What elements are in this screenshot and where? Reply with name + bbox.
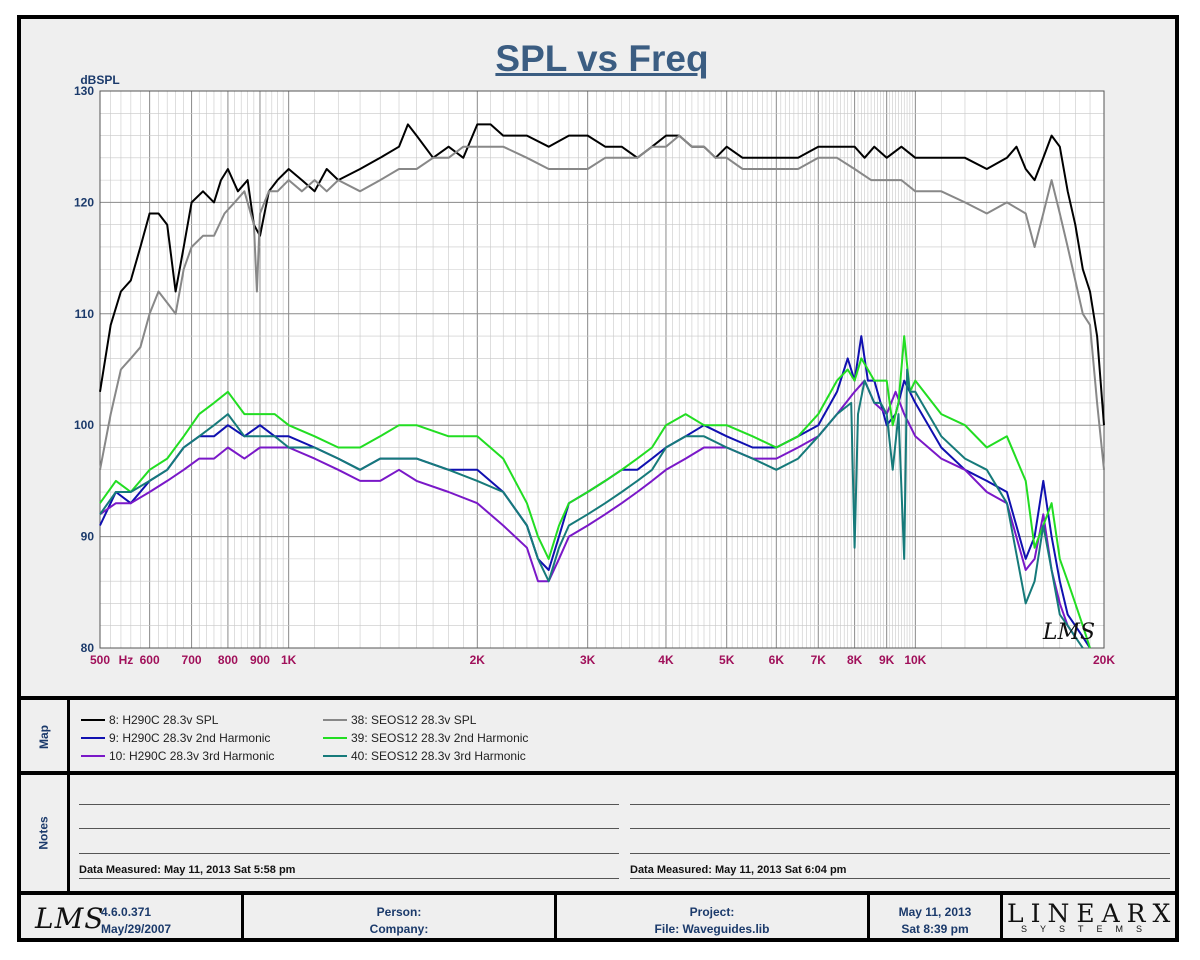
- x-tick-label: 800: [218, 653, 238, 667]
- footer-divider: [554, 895, 557, 942]
- notes-label-box: Notes: [21, 775, 67, 891]
- legend-item: 10: H290C 28.3v 3rd Harmonic: [81, 749, 274, 763]
- legend-text: 39: SEOS12 28.3v 2nd Harmonic: [351, 731, 529, 745]
- x-tick-label: 10K: [904, 653, 926, 667]
- linearx-brand: LINEARX: [1007, 899, 1178, 928]
- notes-line: [79, 828, 619, 829]
- y-tick-label: 110: [75, 307, 95, 321]
- plot-border: [99, 90, 1105, 649]
- divider-top: [21, 696, 1175, 700]
- footer-time: Sat 8:39 pm: [901, 922, 969, 936]
- legend-divider: [67, 700, 70, 774]
- series-line: [99, 368, 1084, 649]
- version-cell: 4.6.0.371 May/29/2007: [101, 895, 241, 952]
- measured-left: Data Measured: May 11, 2013 Sat 5:58 pm: [79, 864, 296, 876]
- y-tick-label: 120: [74, 195, 94, 209]
- date-cell: May 11, 2013 Sat 8:39 pm: [870, 895, 1000, 952]
- legend-text: 40: SEOS12 28.3v 3rd Harmonic: [351, 749, 526, 763]
- version-date: May/29/2007: [101, 922, 172, 936]
- footer-date: May 11, 2013: [898, 905, 972, 919]
- y-tick-label: 100: [74, 418, 94, 432]
- version: 4.6.0.371: [101, 905, 152, 919]
- legend-item: 40: SEOS12 28.3v 3rd Harmonic: [323, 749, 526, 763]
- linearx-sub: SYSTEMS: [1020, 924, 1155, 934]
- notes-line: [79, 853, 619, 854]
- x-tick-label: 4K: [658, 653, 674, 667]
- footer-divider: [1000, 895, 1003, 942]
- x-tick-label: 700: [182, 653, 202, 667]
- series-line: [99, 335, 1091, 649]
- divider-mid: [21, 771, 1175, 775]
- series-line: [99, 123, 1105, 426]
- lms-watermark: LMS: [1042, 620, 1095, 645]
- y-tick-label: 130: [74, 84, 94, 98]
- legend-text: 38: SEOS12 28.3v SPL: [351, 713, 477, 727]
- x-tick-label: 20K: [1093, 653, 1115, 667]
- project-cell: Project: File: Waveguides.lib: [557, 895, 867, 952]
- notes-divider: [67, 775, 70, 891]
- project-label: Project:: [689, 905, 735, 919]
- divider-bottom: [21, 891, 1175, 895]
- legend-panel: Map 8: H290C 28.3v SPL 9: H290C 28.3v 2nd…: [21, 700, 1175, 774]
- legend-label-box: Map: [21, 700, 67, 774]
- notes-line: [79, 878, 619, 879]
- legend-item: 39: SEOS12 28.3v 2nd Harmonic: [323, 731, 528, 745]
- x-tick-label: 600: [140, 653, 160, 667]
- chart-title: SPL vs Freq: [495, 38, 709, 79]
- file-label: File: Waveguides.lib: [654, 922, 770, 936]
- footer-divider: [241, 895, 244, 942]
- x-tick-label: 9K: [879, 653, 895, 667]
- series-line: [99, 335, 1091, 649]
- x-tick-label: 8K: [847, 653, 863, 667]
- legend-swatch: [81, 737, 105, 739]
- company-label: Company:: [369, 922, 429, 936]
- x-tick-label: Hz: [119, 653, 134, 667]
- y-axis-label: dBSPL: [80, 73, 119, 87]
- legend-text: 10: H290C 28.3v 3rd Harmonic: [109, 749, 275, 763]
- legend-item: 38: SEOS12 28.3v SPL: [323, 713, 476, 727]
- legend-swatch: [323, 755, 347, 757]
- plot-area: [100, 91, 1104, 648]
- footer-divider: [867, 895, 870, 942]
- series-line: [99, 134, 1105, 470]
- person-cell: Person: Company:: [244, 895, 554, 952]
- footer: LMS 4.6.0.371 May/29/2007 Person: Compan…: [21, 895, 1175, 942]
- legend-item: 9: H290C 28.3v 2nd Harmonic: [81, 731, 270, 745]
- x-tick-label: 1K: [281, 653, 297, 667]
- legend-text: 9: H290C 28.3v 2nd Harmonic: [109, 731, 271, 745]
- notes-line: [630, 853, 1170, 854]
- legend-swatch: [323, 719, 347, 721]
- legend-label: Map: [37, 725, 51, 749]
- notes-line: [630, 828, 1170, 829]
- linearx-logo: LINEARX SYSTEMS: [1007, 899, 1178, 934]
- notes-line: [630, 804, 1170, 805]
- x-tick-label: 5K: [719, 653, 735, 667]
- measured-right: Data Measured: May 11, 2013 Sat 6:04 pm: [630, 864, 847, 876]
- notes-line: [630, 878, 1170, 879]
- y-tick-label: 80: [81, 641, 95, 655]
- page-frame: SPL vs Freq 80 90 100 110 120 130 dBSPL 500 Hz 60…: [17, 15, 1179, 942]
- x-tick-label: 500: [90, 653, 110, 667]
- legend-swatch: [81, 755, 105, 757]
- notes-label: Notes: [37, 816, 51, 850]
- x-tick-label: 3K: [580, 653, 596, 667]
- legend-swatch: [81, 719, 105, 721]
- notes-line: [79, 804, 619, 805]
- legend-text: 8: H290C 28.3v SPL: [109, 713, 219, 727]
- x-tick-label: 900: [250, 653, 270, 667]
- x-tick-label: 2K: [470, 653, 486, 667]
- legend-swatch: [323, 737, 347, 739]
- lms-logo: LMS: [35, 902, 105, 935]
- person-label: Person:: [376, 905, 422, 919]
- series-line: [99, 379, 1077, 638]
- y-tick-label: 90: [81, 530, 95, 544]
- legend-item: 8: H290C 28.3v SPL: [81, 713, 218, 727]
- x-tick-label: 7K: [811, 653, 827, 667]
- x-tick-label: 6K: [769, 653, 785, 667]
